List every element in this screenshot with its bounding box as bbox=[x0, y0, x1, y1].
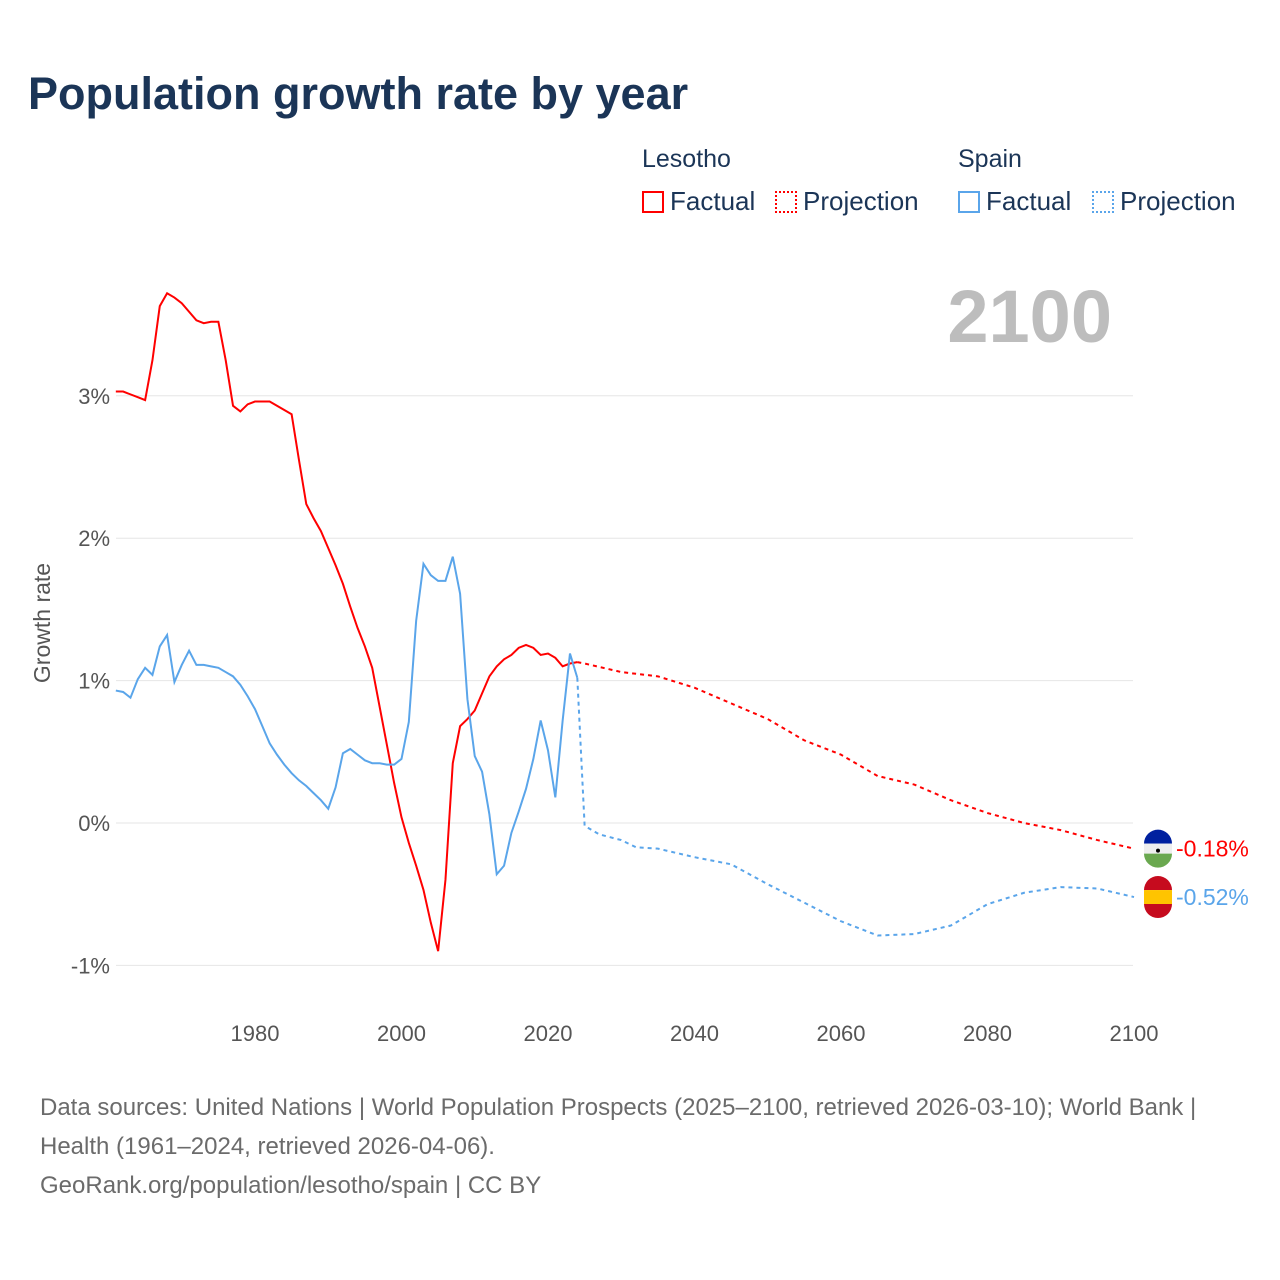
data-sources: Data sources: United Nations | World Pop… bbox=[40, 1094, 1197, 1160]
lesotho-projection-line bbox=[577, 661, 1135, 850]
legend-swatch bbox=[775, 190, 797, 213]
legend-swatch bbox=[958, 190, 980, 213]
y-tick-label: 2% bbox=[78, 526, 110, 551]
page-title: Population growth rate by year bbox=[28, 68, 689, 119]
footer: Data sources: United Nations | World Pop… bbox=[40, 1088, 1240, 1205]
x-tick-label: 2080 bbox=[963, 1021, 1012, 1046]
year-display: 2100 bbox=[947, 275, 1112, 358]
x-tick-label: 2020 bbox=[524, 1021, 573, 1046]
legend-lesotho-factual[interactable]: Factual bbox=[642, 186, 755, 217]
spain-flag-icon bbox=[1144, 876, 1172, 919]
lesotho-factual-line bbox=[115, 291, 578, 952]
legend-label: Projection bbox=[1120, 186, 1236, 216]
legend-swatch bbox=[1092, 190, 1114, 213]
spain-factual-line bbox=[115, 556, 579, 877]
spain-end-label: -0.52% bbox=[1176, 884, 1249, 910]
y-tick-label: 0% bbox=[78, 811, 110, 836]
y-axis-label: Growth rate bbox=[29, 563, 55, 683]
legend-label: Factual bbox=[670, 186, 756, 216]
legend-spain-factual[interactable]: Factual bbox=[958, 186, 1071, 217]
x-tick-label: 2040 bbox=[670, 1021, 719, 1046]
y-tick-label: 1% bbox=[78, 669, 110, 694]
x-tick-label: 2000 bbox=[377, 1021, 426, 1046]
legend-label: Factual bbox=[986, 186, 1072, 216]
y-tick-label: 3% bbox=[78, 384, 110, 409]
legend-lesotho-projection[interactable]: Projection bbox=[775, 186, 919, 217]
legend-spain-projection[interactable]: Projection bbox=[1092, 186, 1236, 217]
legend-swatch bbox=[642, 190, 664, 213]
lesotho-end-label: -0.18% bbox=[1176, 836, 1249, 862]
x-tick-label: 2100 bbox=[1110, 1021, 1159, 1046]
spain-projection-line bbox=[576, 677, 1135, 937]
x-tick-label: 2060 bbox=[817, 1021, 866, 1046]
credit-link[interactable]: GeoRank.org/population/lesotho/spain | C… bbox=[40, 1172, 542, 1199]
legend-group-lesotho: Lesotho bbox=[642, 145, 731, 173]
lesotho-flag-icon bbox=[1144, 829, 1172, 868]
y-tick-label: -1% bbox=[71, 953, 110, 978]
legend-group-spain: Spain bbox=[958, 145, 1022, 173]
legend-label: Projection bbox=[803, 186, 919, 216]
x-tick-label: 1980 bbox=[231, 1021, 280, 1046]
